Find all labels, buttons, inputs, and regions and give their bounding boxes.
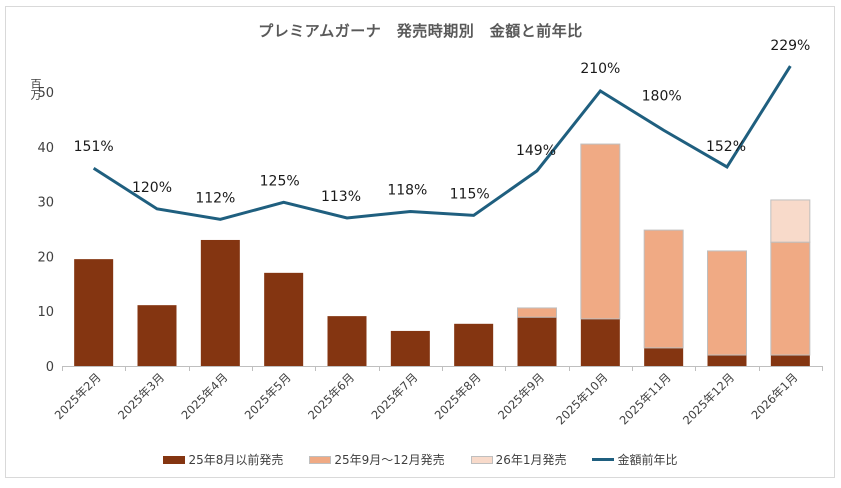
x-tick-label: 2025年4月: [178, 370, 230, 422]
bar-segment-pre-aug: [580, 318, 620, 366]
yoy-data-label: 112%: [195, 190, 235, 206]
legend-label-sep-dec: 25年9月～12月発売: [334, 453, 445, 467]
yoy-data-label: 115%: [450, 186, 490, 202]
x-tick-label: 2025年6月: [305, 370, 357, 422]
yoy-data-label: 113%: [321, 189, 361, 205]
bar-segment-sep-dec: [707, 250, 747, 356]
yoy-data-label: 118%: [387, 182, 427, 198]
bar-segment-pre-aug: [74, 259, 114, 366]
bar-segment-pre-aug: [770, 355, 810, 366]
x-tick-label: 2026年1月: [748, 370, 800, 422]
yoy-data-label: 151%: [74, 139, 114, 155]
yoy-data-label: 152%: [706, 139, 746, 155]
bar-segment-pre-aug: [264, 272, 304, 366]
bar-segment-jan: [770, 199, 811, 243]
legend: 25年8月以前発売 25年9月～12月発売 26年1月発売 金額前年比: [0, 451, 841, 468]
x-tick-label: 2025年8月: [432, 370, 484, 422]
y-tick-label: 30: [37, 196, 54, 211]
y-axis-unit-label: 百万: [29, 78, 42, 100]
chart-title: プレミアムガーナ 発売時期別 金額と前年比: [258, 22, 583, 40]
legend-item-yoy: 金額前年比: [592, 451, 678, 468]
x-tick-label: 2025年2月: [52, 370, 104, 422]
bar-segment-sep-dec: [643, 229, 684, 349]
legend-swatch-jan: [470, 455, 493, 464]
legend-label-jan: 26年1月発売: [495, 453, 567, 467]
x-tick-label: 2025年10月: [553, 370, 610, 427]
bar-segment-pre-aug: [327, 316, 367, 366]
legend-swatch-pre-aug: [163, 455, 186, 464]
x-tick-label: 2025年9月: [495, 370, 547, 422]
bar-segment-sep-dec: [580, 143, 621, 320]
bar-segment-sep-dec: [770, 241, 811, 356]
bar-segment-pre-aug: [137, 305, 177, 366]
legend-label-pre-aug: 25年8月以前発売: [188, 453, 284, 467]
bar-segment-pre-aug: [707, 355, 747, 366]
y-tick-label: 50: [37, 86, 54, 101]
x-tick-label: 2025年11月: [617, 370, 674, 427]
legend-swatch-yoy: [592, 458, 615, 461]
legend-item-jan: 26年1月発売: [470, 451, 567, 468]
x-tick-label: 2025年5月: [242, 370, 294, 422]
yoy-data-label: 180%: [642, 88, 682, 104]
x-tick-label: 2025年3月: [115, 370, 167, 422]
bar-segment-pre-aug: [454, 323, 494, 366]
x-tick-label: 2025年7月: [368, 370, 420, 422]
bar-segment-pre-aug: [517, 317, 557, 366]
legend-label-yoy: 金額前年比: [617, 453, 678, 467]
yoy-data-label: 229%: [770, 38, 810, 54]
legend-item-pre-aug: 25年8月以前発売: [163, 451, 283, 468]
chart-frame: [5, 6, 835, 478]
yoy-data-label: 210%: [580, 61, 620, 77]
y-tick-label: 40: [37, 141, 54, 156]
x-tick-label: 2025年12月: [680, 370, 737, 427]
y-tick-label: 0: [46, 360, 54, 375]
bar-segment-pre-aug: [200, 239, 240, 366]
yoy-data-label: 120%: [132, 180, 172, 196]
y-tick-label: 10: [37, 305, 54, 320]
yoy-data-label: 149%: [516, 143, 556, 159]
legend-item-sep-dec: 25年9月～12月発売: [309, 451, 445, 468]
yoy-line: [92, 65, 792, 221]
bar-segment-sep-dec: [517, 307, 557, 318]
yoy-data-label: 125%: [260, 173, 300, 189]
bar-segment-pre-aug: [390, 330, 430, 366]
y-tick-label: 20: [37, 250, 54, 265]
bar-segment-pre-aug: [644, 347, 684, 366]
legend-swatch-sep-dec: [309, 455, 332, 464]
